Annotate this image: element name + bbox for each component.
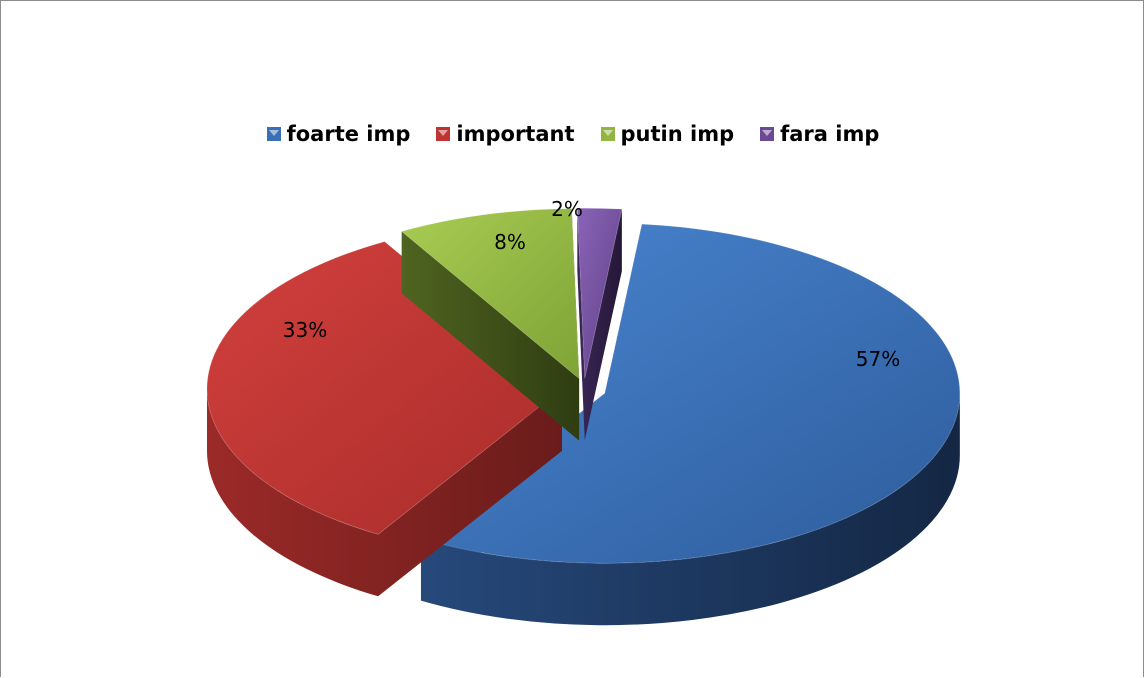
pie-slice-important [206,241,563,535]
legend-swatch-fara-imp [760,127,775,141]
pie-slice-putin-imp [400,208,580,380]
pie-slice-group-2 [400,208,580,441]
legend: foarte imp important putin imp fara imp [1,122,1145,146]
legend-entry-fara-imp: fara imp [760,122,879,146]
legend-swatch-putin-imp [600,127,615,141]
data-label-fara-imp: 2% [551,197,583,221]
legend-swatch-important [436,127,451,141]
pie-slice-foarte-imp [419,223,961,564]
legend-entry-putin-imp: putin imp [600,122,735,146]
data-label-putin-imp: 8% [494,230,526,254]
legend-label-foarte-imp: foarte imp [286,122,411,146]
legend-entry-foarte-imp: foarte imp [266,122,411,146]
legend-swatch-foarte-imp [266,127,281,141]
legend-entry-important: important [436,122,575,146]
pie-slice-side-putin-imp [401,208,580,441]
legend-label-important: important [456,122,575,146]
legend-label-putin-imp: putin imp [620,122,735,146]
pie-slice-fara-imp [576,207,623,379]
pie-slice-group-0 [419,223,961,626]
data-label-important: 33% [283,318,327,342]
pie-slice-side-fara-imp [577,208,622,441]
pie-slice-group-3 [576,207,623,441]
pie-slice-side-foarte-imp [420,224,960,626]
legend-label-fara-imp: fara imp [780,122,880,146]
data-label-foarte-imp: 57% [856,347,900,371]
